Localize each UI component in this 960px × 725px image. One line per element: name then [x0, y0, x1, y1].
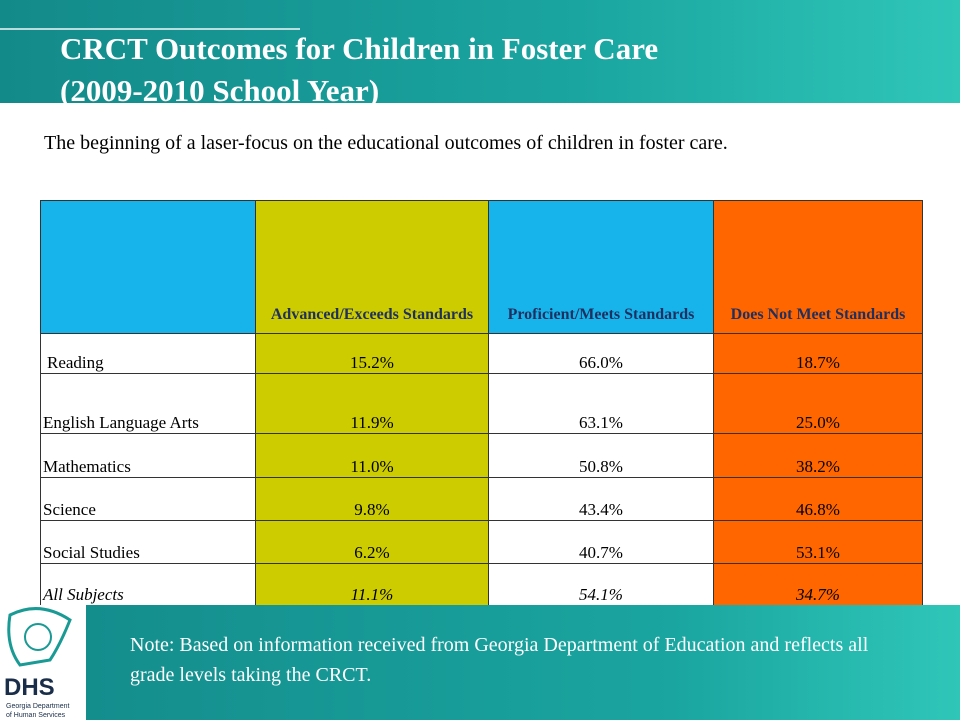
row-label: All Subjects: [40, 563, 256, 606]
logo-name: DHS: [4, 674, 55, 701]
cell: 11.1%: [255, 563, 489, 606]
logo-org: Georgia Department: [6, 703, 69, 710]
header-band: CRCT Outcomes for Children in Foster Car…: [0, 0, 960, 103]
cell: 53.1%: [713, 520, 923, 564]
cell: 38.2%: [713, 433, 923, 478]
title-line: (2009-2010 School Year): [60, 73, 380, 103]
cell: 46.8%: [713, 477, 923, 521]
logo: DHS Georgia Department of Human Services: [0, 605, 86, 720]
cell: 54.1%: [488, 563, 714, 606]
table-row: Mathematics 11.0% 50.8% 38.2%: [40, 433, 923, 478]
outcomes-table: Advanced/Exceeds Standards Proficient/Mee…: [40, 200, 923, 606]
cell: 6.2%: [255, 520, 489, 564]
cell: 11.9%: [255, 373, 489, 434]
row-label: Science: [40, 477, 256, 521]
cell: 50.8%: [488, 433, 714, 478]
row-label: Reading: [40, 333, 256, 374]
subtitle: The beginning of a laser-focus on the ed…: [44, 132, 728, 154]
cell: 40.7%: [488, 520, 714, 564]
table-row: Science 9.8% 43.4% 46.8%: [40, 477, 923, 521]
cell: 34.7%: [713, 563, 923, 606]
cell: 66.0%: [488, 333, 714, 374]
column-header: Does Not Meet Standards: [713, 200, 923, 334]
footer-band: [0, 605, 960, 720]
cell: 18.7%: [713, 333, 923, 374]
logo-graphic: DHS Georgia Department of Human Services: [4, 607, 72, 719]
table-row: Reading 15.2% 66.0% 18.7%: [40, 333, 923, 374]
column-header: Proficient/Meets Standards: [488, 200, 714, 334]
table-row: English Language Arts 11.9% 63.1% 25.0%: [40, 373, 923, 434]
cell: 9.8%: [255, 477, 489, 521]
table-row: All Subjects 11.1% 54.1% 34.7%: [40, 563, 923, 606]
cell: 43.4%: [488, 477, 714, 521]
cell: 63.1%: [488, 373, 714, 434]
header-cell: [40, 200, 256, 334]
column-header: Advanced/Exceeds Standards: [255, 200, 489, 334]
logo-org: of Human Services: [6, 712, 66, 719]
title-line: CRCT Outcomes for Children in Foster Car…: [60, 31, 659, 66]
table-row: Social Studies 6.2% 40.7% 53.1%: [40, 520, 923, 564]
row-label: Mathematics: [40, 433, 256, 478]
cell: 15.2%: [255, 333, 489, 374]
cell: 11.0%: [255, 433, 489, 478]
row-label: Social Studies: [40, 520, 256, 564]
row-label: English Language Arts: [40, 373, 256, 434]
title: CRCT Outcomes for Children in Foster Car…: [60, 28, 658, 103]
cell: 25.0%: [713, 373, 923, 434]
note: Note: Based on information received from…: [130, 634, 869, 686]
